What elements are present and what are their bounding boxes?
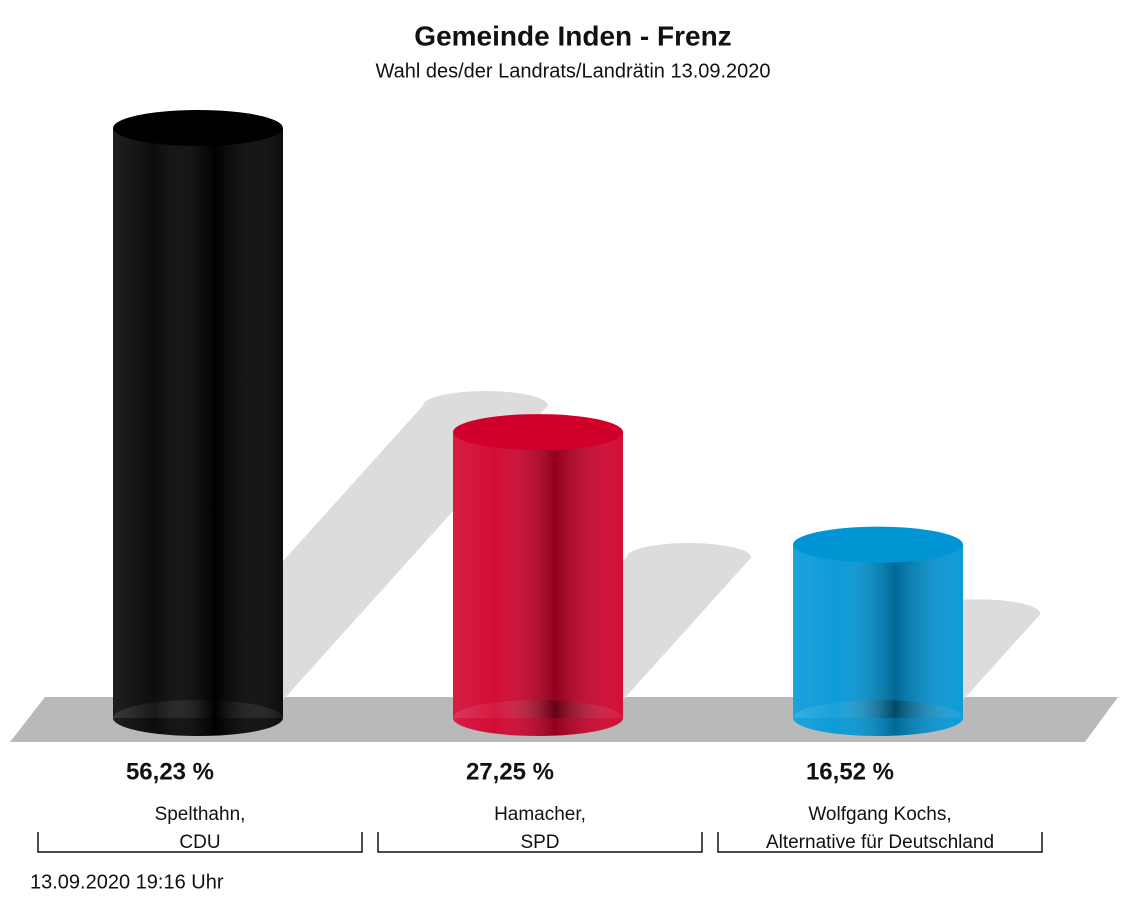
value-label: 16,52 % — [806, 758, 894, 785]
category-label: Hamacher, — [494, 804, 586, 825]
chart-title: Gemeinde Inden - Frenz — [414, 20, 731, 51]
category-bracket — [37, 832, 363, 853]
category-label: SPD — [520, 832, 559, 853]
bar-shade — [453, 432, 623, 718]
bar-top — [113, 110, 283, 146]
category-bracket — [717, 832, 1043, 853]
value-label: 27,25 % — [466, 758, 554, 785]
category-label: Wolfgang Kochs, — [808, 804, 951, 825]
footnote: 13.09.2020 19:16 Uhr — [30, 871, 224, 893]
category-label: CDU — [179, 832, 220, 853]
bar-shadow-cap — [423, 391, 548, 419]
category-label: Alternative für Deutschland — [766, 832, 994, 853]
bar-top — [793, 526, 963, 563]
bar-shade — [113, 128, 283, 718]
category-bracket — [377, 832, 703, 853]
bar-shadow-cap — [626, 543, 751, 572]
chart-subtitle: Wahl des/der Landrats/Landrätin 13.09.20… — [375, 60, 770, 82]
value-label: 56,23 % — [126, 758, 214, 785]
category-label: Spelthahn, — [155, 804, 246, 825]
bar-top — [453, 414, 623, 451]
bar-shade — [793, 544, 963, 718]
